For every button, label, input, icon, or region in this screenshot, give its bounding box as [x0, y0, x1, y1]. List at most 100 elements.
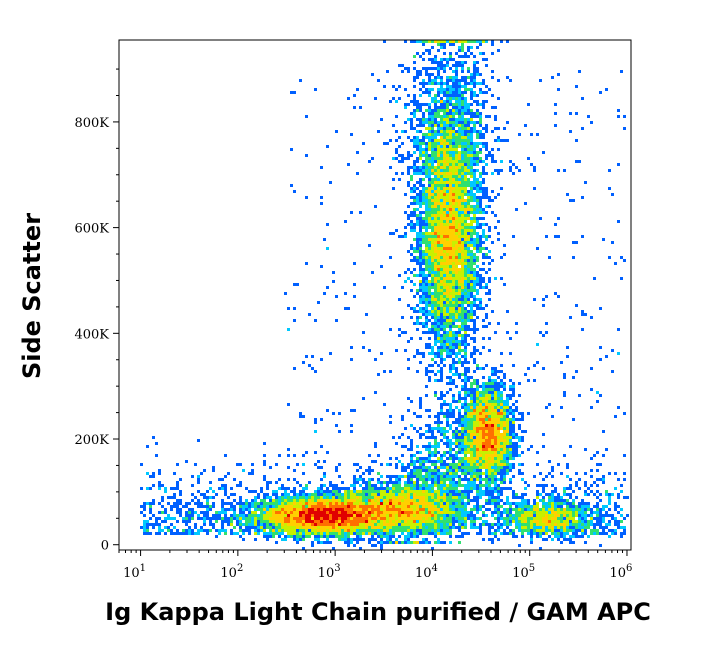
event-dot [467, 421, 470, 424]
event-dot [485, 124, 488, 127]
event-dot [470, 265, 473, 268]
event-dot [416, 499, 419, 502]
event-dot [305, 499, 308, 502]
event-dot [416, 481, 419, 484]
event-dot [518, 382, 521, 385]
event-dot [413, 412, 416, 415]
event-dot [404, 103, 407, 106]
event-dot [467, 412, 470, 415]
event-dot [401, 505, 404, 508]
event-dot [197, 478, 200, 481]
event-dot [599, 358, 602, 361]
event-dot [482, 433, 485, 436]
event-dot [590, 316, 593, 319]
event-dot [341, 499, 344, 502]
event-dot [431, 58, 434, 61]
event-dot [572, 490, 575, 493]
event-dot [614, 505, 617, 508]
event-dot [491, 310, 494, 313]
event-dot [458, 193, 461, 196]
event-dot [422, 313, 425, 316]
event-dot [434, 109, 437, 112]
event-dot [464, 472, 467, 475]
event-dot [506, 442, 509, 445]
event-dot [158, 469, 161, 472]
event-dot [500, 439, 503, 442]
event-dot [347, 163, 350, 166]
event-dot [461, 133, 464, 136]
event-dot [437, 499, 440, 502]
event-dot [458, 136, 461, 139]
event-dot [494, 487, 497, 490]
event-dot [608, 187, 611, 190]
event-dot [473, 442, 476, 445]
event-dot [359, 478, 362, 481]
event-dot [275, 496, 278, 499]
event-dot [512, 451, 515, 454]
event-dot [458, 271, 461, 274]
event-dot [428, 289, 431, 292]
event-dot [422, 118, 425, 121]
event-dot [431, 298, 434, 301]
event-dot [455, 274, 458, 277]
event-dot [467, 334, 470, 337]
event-dot [263, 493, 266, 496]
event-dot [464, 355, 467, 358]
event-dot [476, 112, 479, 115]
event-dot [440, 64, 443, 67]
event-dot [332, 496, 335, 499]
event-dot [488, 235, 491, 238]
event-dot [464, 91, 467, 94]
event-dot [434, 439, 437, 442]
event-dot [458, 313, 461, 316]
event-dot [449, 277, 452, 280]
event-dot [437, 238, 440, 241]
event-dot [320, 445, 323, 448]
event-dot [287, 448, 290, 451]
event-dot [320, 508, 323, 511]
event-dot [578, 487, 581, 490]
event-dot [455, 496, 458, 499]
event-dot [434, 82, 437, 85]
event-dot [602, 505, 605, 508]
event-dot [425, 259, 428, 262]
event-dot [434, 322, 437, 325]
event-dot [287, 328, 290, 331]
event-dot [611, 514, 614, 517]
event-dot [539, 484, 542, 487]
event-dot [416, 478, 419, 481]
event-dot [410, 229, 413, 232]
event-dot [425, 490, 428, 493]
event-dot [464, 223, 467, 226]
event-dot [164, 487, 167, 490]
event-dot [467, 295, 470, 298]
event-dot [281, 511, 284, 514]
event-dot [461, 220, 464, 223]
event-dot [434, 100, 437, 103]
event-dot [425, 238, 428, 241]
event-dot [464, 247, 467, 250]
event-dot [500, 352, 503, 355]
event-dot [428, 136, 431, 139]
event-dot [536, 496, 539, 499]
event-dot [374, 496, 377, 499]
event-dot [395, 115, 398, 118]
event-dot [503, 400, 506, 403]
event-dot [485, 313, 488, 316]
event-dot [338, 412, 341, 415]
event-dot [569, 112, 572, 115]
event-dot [563, 487, 566, 490]
event-dot [461, 490, 464, 493]
event-dot [245, 487, 248, 490]
event-dot [398, 136, 401, 139]
event-dot [248, 502, 251, 505]
event-dot [509, 166, 512, 169]
event-dot [449, 253, 452, 256]
event-dot [431, 265, 434, 268]
event-dot [353, 490, 356, 493]
event-dot [479, 397, 482, 400]
event-dot [239, 508, 242, 511]
event-dot [332, 490, 335, 493]
event-dot [437, 67, 440, 70]
event-dot [455, 472, 458, 475]
